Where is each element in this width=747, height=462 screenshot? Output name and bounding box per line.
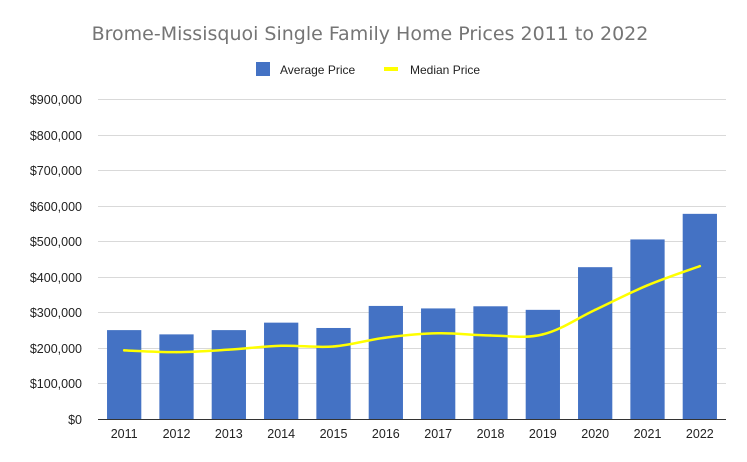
median-price-point — [698, 264, 702, 268]
median-price-point — [227, 348, 231, 351]
x-tick-label: 2017 — [424, 427, 452, 441]
average-price-bars — [107, 213, 717, 419]
y-tick-label: $500,000 — [30, 235, 82, 249]
median-price-point — [489, 334, 492, 337]
bar-average-price — [682, 213, 717, 419]
median-price-point — [541, 333, 545, 336]
bar-average-price — [316, 327, 351, 419]
bar-average-price — [211, 330, 246, 419]
median-price-point — [593, 308, 597, 312]
median-price-point — [279, 344, 283, 347]
bar-average-price — [421, 308, 456, 419]
legend-swatch-average-price — [256, 62, 270, 76]
bar-average-price — [159, 334, 194, 419]
bar-average-price — [368, 305, 403, 419]
chart-title: Brome-Missisquoi Single Family Home Pric… — [92, 23, 649, 45]
x-tick-label: 2019 — [529, 427, 557, 441]
x-tick-label: 2018 — [477, 427, 505, 441]
y-tick-label: $600,000 — [30, 200, 82, 214]
median-price-point — [436, 332, 440, 335]
legend-label-average-price: Average Price — [280, 63, 355, 77]
median-price-line-series — [122, 264, 702, 354]
x-tick-label: 2021 — [634, 427, 662, 441]
y-tick-label: $100,000 — [30, 377, 82, 391]
y-tick-label: $200,000 — [30, 342, 82, 356]
x-tick-label: 2014 — [267, 427, 295, 441]
legend-label-median-price: Median Price — [410, 63, 480, 77]
bar-average-price — [107, 330, 142, 419]
y-axis-tick-labels: $0 $100,000 $200,000 $300,000 $400,000 $500,0… — [30, 93, 82, 427]
bar-average-price — [473, 306, 508, 419]
median-price-line — [122, 264, 702, 354]
x-axis-tick-labels: 2011 2012 2013 2014 2015 2016 2017 2018 2019 2020… — [111, 427, 714, 441]
bar-average-price — [630, 239, 665, 419]
median-price-point — [122, 349, 126, 352]
median-price-point — [332, 345, 335, 348]
y-tick-label: $400,000 — [30, 271, 82, 285]
median-price-point — [646, 284, 649, 287]
x-tick-label: 2011 — [111, 427, 138, 441]
legend: Average Price Median Price — [256, 62, 480, 77]
bar-average-price — [578, 267, 613, 419]
bar-average-price — [264, 322, 299, 419]
y-tick-label: $300,000 — [30, 306, 82, 320]
gridlines — [98, 99, 726, 420]
y-tick-label: $900,000 — [30, 93, 82, 107]
x-tick-label: 2020 — [581, 427, 609, 441]
y-tick-label: $800,000 — [30, 129, 82, 143]
x-tick-label: 2015 — [320, 427, 348, 441]
x-tick-label: 2016 — [372, 427, 400, 441]
x-tick-label: 2022 — [686, 427, 714, 441]
y-tick-label: $0 — [68, 413, 82, 427]
median-price-point — [175, 350, 178, 354]
bar-average-price — [525, 309, 560, 419]
median-price-point — [384, 336, 388, 339]
x-tick-label: 2013 — [215, 427, 243, 441]
y-tick-label: $700,000 — [30, 164, 82, 178]
x-tick-label: 2012 — [163, 427, 191, 441]
